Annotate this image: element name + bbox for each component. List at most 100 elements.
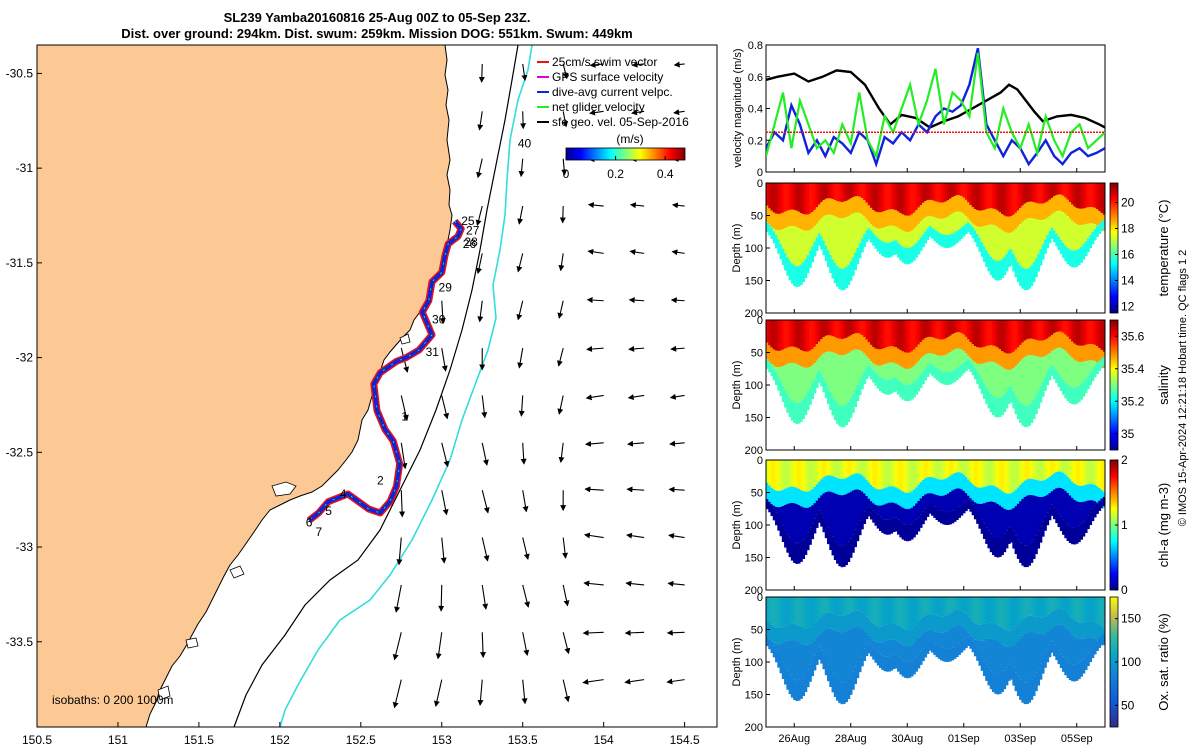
profile-cell — [962, 490, 966, 503]
profile-cell — [1046, 372, 1050, 386]
profile-cell — [897, 242, 900, 258]
profile-cell — [899, 460, 903, 490]
profile-cell — [775, 213, 778, 230]
profile-cell — [888, 362, 891, 380]
profile-cell — [996, 624, 1000, 641]
profile-cell — [1071, 618, 1074, 635]
profile-cell — [890, 346, 894, 363]
profile-cell — [858, 460, 862, 474]
profile-cell — [949, 475, 952, 493]
profile-cell — [906, 460, 909, 493]
profile-cell — [944, 320, 948, 339]
profile-cell — [903, 215, 907, 232]
profile-cell — [860, 351, 864, 376]
profile-cell — [951, 320, 955, 335]
profile-cell — [770, 227, 774, 240]
profile-cell — [808, 527, 812, 545]
profile-cell — [788, 226, 792, 261]
profile-cell — [994, 346, 998, 363]
profile-cell — [899, 349, 903, 367]
profile-cell — [777, 627, 781, 645]
profile-cell — [955, 625, 959, 645]
profile-cell — [890, 378, 894, 394]
profile-cell — [775, 229, 778, 236]
profile-cell — [879, 516, 882, 531]
profile-cell — [768, 638, 772, 650]
profile-cell — [996, 398, 1000, 418]
profile-cell — [1030, 338, 1034, 356]
profile-cell — [788, 486, 792, 504]
profile-cell — [1091, 645, 1095, 659]
profile-cell — [842, 545, 846, 567]
profile-cell — [795, 363, 799, 404]
profile-cell — [822, 320, 826, 338]
profile-cell — [858, 380, 862, 396]
profile-cell — [1023, 633, 1027, 683]
profile-cell — [872, 640, 876, 648]
profile-cell — [847, 216, 851, 265]
profile-cell — [892, 597, 896, 624]
profile-cell — [998, 349, 1002, 366]
profile-cell — [996, 347, 1000, 364]
profile-cell — [813, 623, 817, 641]
profile-cell — [1066, 384, 1070, 401]
profile-cell — [777, 460, 781, 491]
profile-cell — [822, 477, 826, 494]
profile-cell — [831, 536, 835, 556]
profile-cell — [899, 597, 903, 627]
profile-cell — [827, 612, 830, 629]
profile-cell — [924, 354, 928, 369]
profile-cell — [1102, 320, 1105, 352]
profile-cell — [1057, 183, 1061, 195]
profile-cell — [971, 484, 975, 501]
profile-cell — [1019, 501, 1022, 543]
profile-cell — [958, 348, 961, 367]
profile-cell — [987, 501, 991, 531]
profile-cell — [1010, 663, 1013, 680]
map-xtick-label: 150.5 — [22, 733, 52, 747]
profile-cell — [926, 337, 930, 354]
profile-cell — [1037, 530, 1041, 549]
profile-cell — [1073, 387, 1077, 405]
profile-cell — [890, 225, 894, 242]
profile-cell — [806, 351, 810, 368]
profile-cell — [942, 495, 946, 512]
profile-cell — [1016, 320, 1020, 348]
profile-cell — [793, 320, 796, 347]
profile-cell — [802, 597, 806, 629]
profile-cell — [869, 361, 873, 368]
profile-cell — [930, 320, 934, 338]
profile-cell — [872, 487, 876, 504]
profile-cell — [967, 355, 970, 360]
depth-tick-label: 200 — [745, 445, 763, 457]
profile-cell — [1068, 183, 1072, 203]
profile-cell — [1064, 245, 1068, 262]
profile-cell — [1046, 217, 1050, 236]
profile-cell — [994, 209, 998, 226]
profile-cell — [1095, 320, 1099, 347]
profile-cell — [1016, 460, 1020, 488]
profile-cell — [790, 225, 794, 264]
profile-cell — [775, 320, 778, 351]
profile-cell — [1010, 526, 1013, 543]
profile-cell — [777, 320, 781, 351]
profile-cell — [946, 460, 950, 478]
profile-cell — [1082, 224, 1086, 245]
profile-cell — [879, 212, 882, 229]
profile-cell — [1041, 203, 1045, 220]
map-ytick-label: -30.5 — [6, 66, 34, 80]
profile-cell — [1032, 320, 1036, 340]
profile-cell — [955, 230, 959, 243]
profile-cell — [849, 398, 853, 418]
profile-cell — [964, 630, 968, 638]
profile-cell — [926, 320, 930, 338]
profile-cell — [949, 597, 952, 613]
profile-cell — [811, 597, 815, 627]
profile-cell — [779, 521, 783, 537]
profile-cell — [788, 597, 792, 624]
profile-cell — [1012, 508, 1016, 531]
profile-cell — [858, 320, 862, 334]
profile-cell — [775, 490, 778, 507]
profile-cell — [978, 514, 982, 529]
profile-cell — [901, 367, 905, 384]
